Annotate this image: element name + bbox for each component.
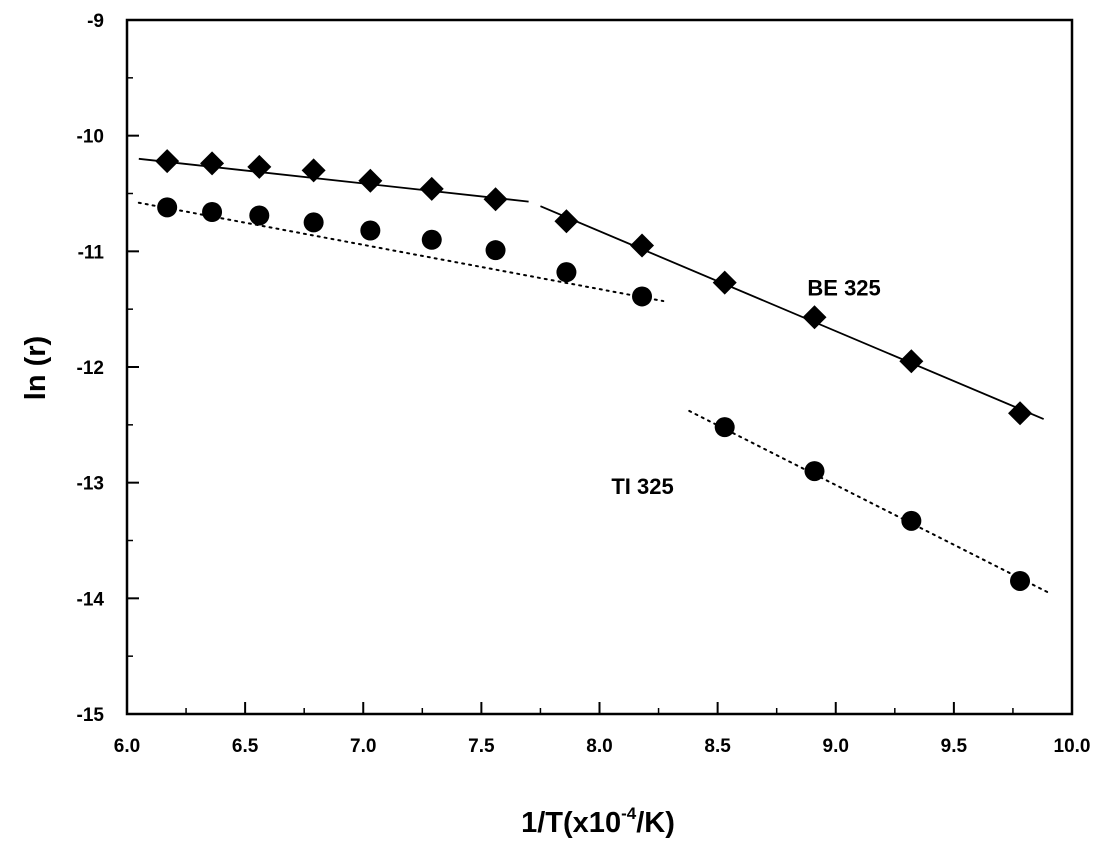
be-325-point [155, 149, 180, 174]
x-axis-title: 1/T(x10-4/K) [521, 804, 675, 839]
y-tick-label: -10 [77, 127, 104, 148]
ti-325-point [303, 212, 324, 233]
ti-325-point [249, 205, 270, 226]
ti-325-point [202, 202, 223, 223]
ti-325-point [556, 262, 577, 283]
ti-325-point [632, 286, 653, 307]
x-tick-label: 9.5 [941, 736, 968, 757]
x-tick-label: 7.5 [468, 736, 495, 757]
y-tick-label: -11 [78, 242, 105, 263]
be-325-point [630, 233, 655, 258]
be-325-point [554, 209, 579, 234]
be-325-point [899, 349, 924, 374]
y-tick-label: -13 [77, 474, 104, 495]
y-tick-label: -9 [87, 11, 104, 32]
y-axis-title: ln (r) [20, 336, 52, 400]
fit-line [138, 157, 529, 203]
ti-325-point [421, 229, 442, 250]
ti-325-point [901, 510, 922, 531]
y-tick-label: -14 [77, 589, 105, 610]
series-annotations: BE 325 TI 325 [611, 275, 880, 499]
be-325-point [802, 305, 827, 330]
series-label: BE 325 [807, 275, 880, 300]
data-points [155, 149, 1033, 591]
ti-325-point [1010, 570, 1031, 591]
ti-325-point [485, 240, 506, 261]
x-tick-label: 8.0 [586, 736, 612, 757]
be-325-point [301, 158, 326, 183]
y-tick-label: -15 [77, 705, 105, 726]
fit-line [688, 409, 1050, 594]
x-tick-label: 7.0 [350, 736, 376, 757]
ti-325-point [804, 461, 825, 482]
x-tick-label: 6.5 [232, 736, 259, 757]
x-tick-label: 9.0 [823, 736, 849, 757]
be-325-point [483, 187, 508, 212]
be-325-point [1008, 401, 1033, 426]
x-axis: 6.0 6.5 7.0 7.5 8.0 8.5 9.0 9.5 10.0 [114, 702, 1091, 757]
be-325-point [712, 270, 737, 295]
y-axis: -9 -10 -11 -12 -13 -14 -15 [77, 11, 139, 726]
ti-325-point [157, 197, 178, 218]
series-label: TI 325 [611, 474, 673, 499]
x-tick-label: 8.5 [704, 736, 731, 757]
be-325-point [358, 168, 383, 193]
y-tick-label: -12 [77, 358, 104, 379]
be-325-point [247, 154, 272, 179]
plot-frame [125, 18, 1074, 716]
ti-325-point [714, 417, 735, 438]
be-325-point [419, 176, 444, 201]
x-tick-label: 6.0 [114, 736, 140, 757]
fit-line [540, 205, 1045, 420]
ti-325-point [360, 220, 381, 241]
be-325-point [200, 151, 225, 176]
x-tick-label: 10.0 [1054, 736, 1091, 757]
fit-line [137, 201, 665, 303]
